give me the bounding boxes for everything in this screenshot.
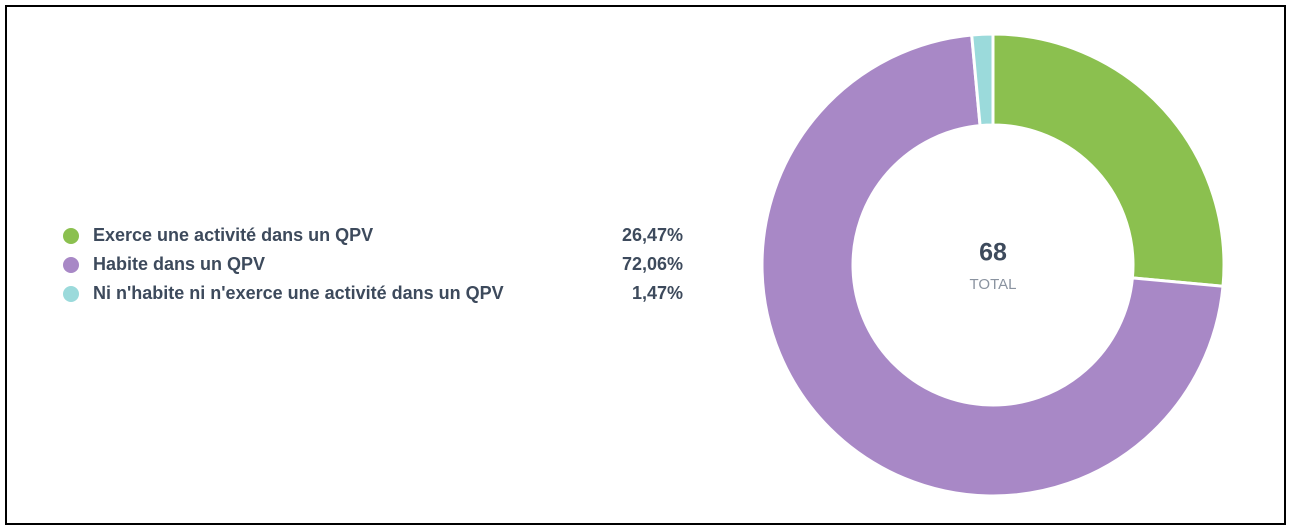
legend-label: Ni n'habite ni n'exerce une activité dan… bbox=[93, 283, 504, 303]
legend-label: Exerce une activité dans un QPV bbox=[93, 225, 373, 245]
total-value: 68 bbox=[979, 239, 1007, 267]
chart: 68 TOTAL Exerce une activité dans un QPV… bbox=[63, 32, 1226, 498]
page: {"chart_data": {"type": "pie", "donut": … bbox=[5, 5, 1286, 525]
legend-marker bbox=[63, 286, 79, 302]
wedge bbox=[991, 32, 1226, 288]
wedge bbox=[760, 33, 1225, 498]
wedge bbox=[970, 32, 995, 128]
legend-value: 1,47% bbox=[632, 283, 683, 303]
total-label: TOTAL bbox=[970, 276, 1017, 293]
legend-value: 26,47% bbox=[622, 225, 683, 245]
legend-value: 72,06% bbox=[622, 254, 683, 274]
legend-label: Habite dans un QPV bbox=[93, 254, 265, 274]
legend-marker bbox=[63, 228, 79, 244]
legend-marker bbox=[63, 257, 79, 273]
